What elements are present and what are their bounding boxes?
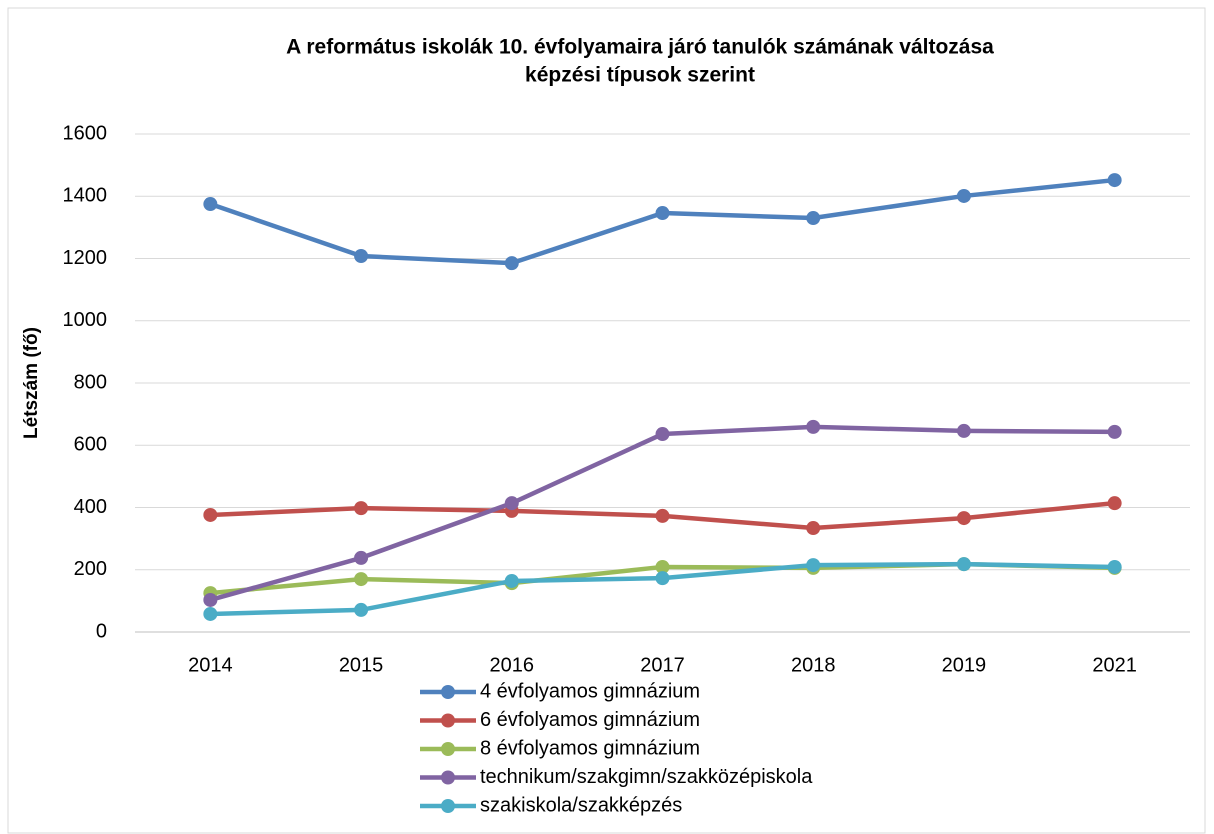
- data-point: [354, 501, 369, 516]
- x-tick-label: 2015: [339, 654, 384, 676]
- data-point: [354, 602, 369, 617]
- x-tick-label: 2016: [490, 654, 535, 676]
- legend-label: 4 évfolyamos gimnázium: [480, 680, 700, 702]
- x-tick-label: 2019: [942, 654, 987, 676]
- data-point: [203, 197, 218, 212]
- data-point: [1107, 496, 1122, 511]
- data-point: [655, 508, 670, 523]
- legend-label: 8 évfolyamos gimnázium: [480, 737, 700, 759]
- legend-marker: [441, 742, 455, 756]
- y-tick-label: 800: [74, 371, 107, 393]
- data-point: [1107, 173, 1122, 188]
- data-point: [203, 592, 218, 607]
- data-point: [806, 211, 821, 226]
- data-point: [956, 557, 971, 572]
- data-point: [354, 550, 369, 565]
- y-tick-label: 400: [74, 496, 107, 518]
- data-point: [806, 558, 821, 573]
- y-tick-label: 200: [74, 558, 107, 580]
- y-tick-label: 0: [96, 620, 107, 642]
- legend-label: szakiskola/szakképzés: [480, 794, 682, 816]
- y-tick-label: 1400: [63, 185, 108, 207]
- data-point: [504, 256, 519, 271]
- chart-title: képzési típusok szerint: [525, 64, 755, 87]
- data-point: [655, 206, 670, 221]
- data-point: [655, 559, 670, 574]
- x-tick-label: 2017: [640, 654, 685, 676]
- data-point: [806, 419, 821, 434]
- data-point: [1107, 424, 1122, 439]
- x-tick-label: 2018: [791, 654, 836, 676]
- data-point: [956, 511, 971, 526]
- y-tick-label: 1600: [63, 122, 108, 144]
- data-point: [504, 496, 519, 511]
- y-tick-label: 600: [74, 434, 107, 456]
- legend-marker: [441, 770, 455, 785]
- data-point: [806, 521, 821, 536]
- x-tick-label: 2021: [1092, 654, 1137, 676]
- legend-marker: [441, 713, 455, 728]
- data-point: [354, 572, 369, 587]
- data-point: [655, 427, 670, 442]
- legend-marker: [441, 685, 455, 699]
- legend-label: technikum/szakgimn/szakközépiskola: [480, 766, 813, 788]
- data-point: [504, 573, 519, 588]
- chart-title: A református iskolák 10. évfolyamaira já…: [286, 36, 994, 59]
- y-tick-label: 1000: [63, 309, 108, 331]
- legend-marker: [441, 799, 455, 813]
- x-tick-label: 2014: [188, 654, 233, 676]
- data-point: [956, 188, 971, 203]
- y-tick-label: 1200: [63, 247, 108, 269]
- chart-border: [7, 7, 1206, 834]
- data-point: [354, 249, 369, 264]
- data-point: [203, 507, 218, 522]
- data-point: [1107, 559, 1122, 574]
- data-point: [655, 571, 670, 586]
- data-point: [956, 423, 971, 438]
- y-axis-label: Létszám (fő): [21, 327, 42, 439]
- legend-label: 6 évfolyamos gimnázium: [480, 709, 700, 731]
- data-point: [203, 606, 218, 621]
